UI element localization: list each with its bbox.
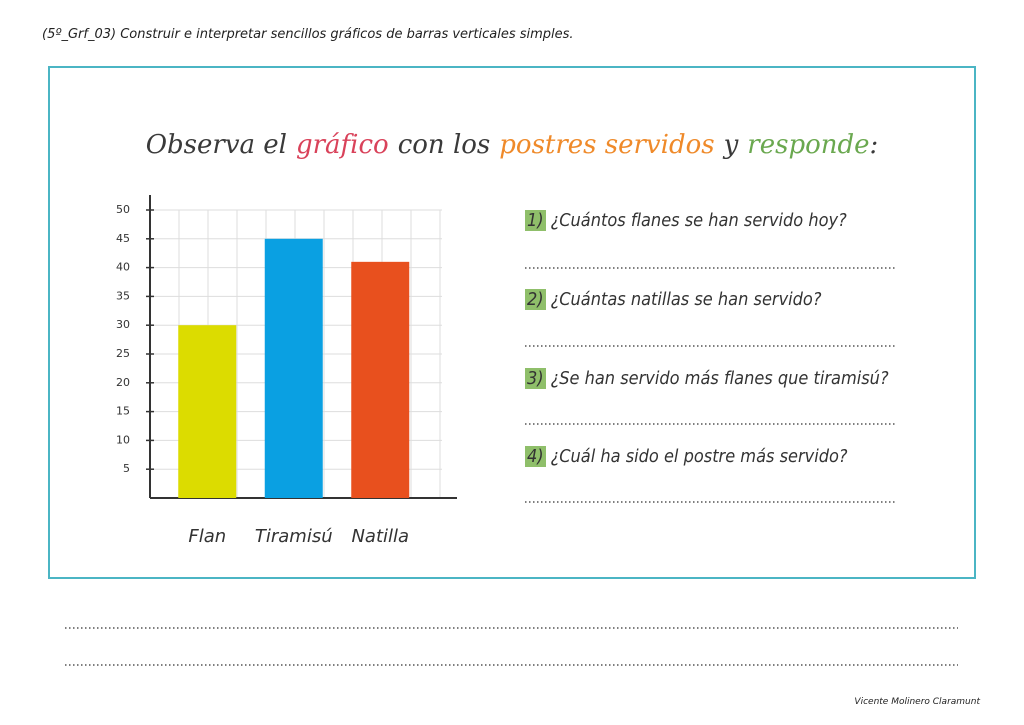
y-tick-label: 10: [116, 433, 130, 446]
question-number: 4): [525, 446, 546, 467]
frame: [48, 66, 976, 579]
y-tick-label: 45: [116, 232, 130, 245]
question-text: ¿Cuántas natillas se han servido?: [550, 289, 822, 310]
y-tick-label: 30: [116, 318, 130, 331]
bar: [178, 325, 237, 498]
title-part: gráfico: [295, 130, 389, 160]
question: 2) ¿Cuántas natillas se han servido?: [525, 289, 821, 310]
question: 4) ¿Cuál ha sido el postre más servido?: [525, 446, 848, 467]
bar: [264, 238, 323, 499]
y-tick-label: 50: [116, 203, 130, 216]
x-tick-label: Flan: [188, 526, 226, 547]
y-tick-label: 25: [116, 347, 130, 360]
title-part: postres servidos: [499, 130, 715, 160]
title-part: y: [723, 130, 739, 160]
question-text: ¿Se han servido más flanes que tiramisú?: [550, 368, 889, 389]
y-tick-label: 35: [116, 289, 130, 302]
y-tick-label: 20: [116, 376, 130, 389]
y-tick-label: 15: [116, 405, 130, 418]
footer: Vicente Molinero Claramunt: [854, 697, 980, 707]
title-part: con los: [397, 130, 491, 160]
question-number: 3): [525, 368, 546, 389]
header: (5º_Grf_03) Construir e interpretar senc…: [42, 27, 574, 42]
question-number: 2): [525, 289, 546, 310]
y-tick-label: 40: [116, 261, 130, 274]
y-tick-label: 5: [123, 462, 130, 475]
question-text: ¿Cuál ha sido el postre más servido?: [550, 446, 848, 467]
x-tick-label: Tiramisú: [255, 526, 333, 547]
question-number: 1): [525, 210, 546, 231]
question: 1) ¿Cuántos flanes se han servido hoy?: [525, 210, 847, 231]
title-part: responde: [747, 130, 870, 160]
title-part: Observa el: [145, 130, 287, 160]
x-tick-label: Natilla: [351, 526, 409, 547]
title-part: :: [869, 130, 879, 160]
bar: [351, 261, 410, 498]
question-text: ¿Cuántos flanes se han servido hoy?: [550, 210, 847, 231]
question: 3) ¿Se han servido más flanes que tiramis…: [525, 368, 889, 389]
title: Observa el gráfico con los postres servidos…: [0, 130, 1024, 160]
answer-lines: [65, 267, 958, 666]
